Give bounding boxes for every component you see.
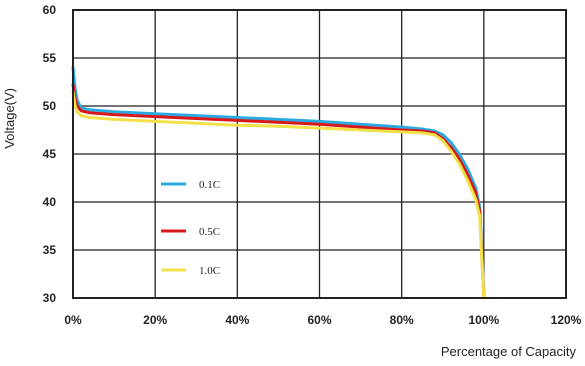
x-tick-label: 60% xyxy=(307,313,331,327)
x-tick-label: 20% xyxy=(143,313,167,327)
y-axis-title: Voltage(V) xyxy=(2,88,17,149)
x-tick-label: 40% xyxy=(225,313,249,327)
x-tick-label: 0% xyxy=(64,313,82,327)
legend-label: 0.1C xyxy=(199,179,220,191)
y-tick-label: 35 xyxy=(43,243,57,257)
tick-layer: 30 35 40 45 50 55 60 0% 20% 40% 60% 80% 100% 120% xyxy=(43,3,582,327)
y-tick-label: 45 xyxy=(43,147,57,161)
legend-label: 1.0C xyxy=(199,265,220,277)
y-tick-label: 60 xyxy=(43,3,57,17)
series-layer xyxy=(73,68,484,298)
x-tick-label: 100% xyxy=(468,313,499,327)
series-line-0-1C xyxy=(73,68,484,294)
x-tick-label: 120% xyxy=(551,313,582,327)
series-line-0-5C xyxy=(73,85,484,296)
legend-label: 0.5C xyxy=(199,226,220,238)
y-tick-label: 55 xyxy=(43,51,57,65)
y-tick-label: 40 xyxy=(43,195,57,209)
x-axis-title: Percentage of Capacity xyxy=(441,344,577,359)
legend-layer: 0.1C 0.5C 1.0C xyxy=(161,179,220,277)
x-tick-label: 80% xyxy=(390,313,414,327)
grid-layer xyxy=(73,10,566,298)
y-tick-label: 30 xyxy=(43,291,57,305)
y-tick-label: 50 xyxy=(43,99,57,113)
